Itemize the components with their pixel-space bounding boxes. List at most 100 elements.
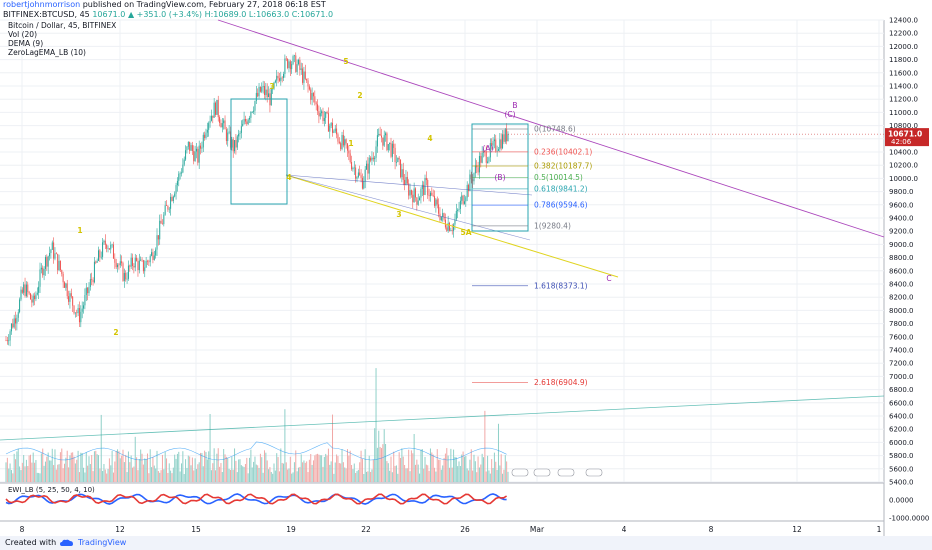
volume-bar [107,468,109,482]
volume-bar [227,457,229,482]
candle-body [502,134,504,149]
volume-bar [28,455,30,482]
legend-indicator-vol[interactable]: Vol (20) [8,30,38,39]
volume-bar [194,458,196,482]
volume-bar [342,462,344,482]
volume-bar [421,449,423,482]
volume-bar [477,456,479,482]
volume-bar [259,453,261,482]
volume-bar [295,450,297,482]
yellow-trendline [285,174,619,278]
volume-bar [337,456,339,482]
candle-body [223,120,225,124]
candle-body [497,149,499,151]
volume-bar [375,368,377,482]
volume-bar [104,469,106,482]
candle-body [77,308,79,314]
y-tick-label: 8200.0 [889,294,914,302]
y-tick-label: 7600.0 [889,333,914,341]
volume-bar [293,462,295,482]
volume-bar [284,409,286,482]
volume-bar [469,459,471,482]
candle-body [423,184,425,195]
candle-body [193,150,195,162]
candle-body [145,260,147,268]
volume-bar [274,470,276,482]
candle-body [239,132,241,134]
candle-body [34,295,36,300]
volume-bar [438,459,440,482]
candle-body [153,255,155,260]
volume-bar [363,473,365,482]
candle-body [312,93,314,97]
candle-body [394,147,396,163]
candle-body [500,139,502,149]
last-price-tag [885,128,929,147]
volume-bar [49,460,51,482]
candle-body [268,93,270,98]
volume-bar [85,452,87,482]
volume-bar [277,457,279,482]
volume-bar [372,459,374,482]
volume-bar [427,465,429,482]
volume-bar [357,469,359,482]
volume-bar [352,469,354,482]
volume-bar [210,470,212,482]
candle-body [348,150,350,154]
tradingview-brand[interactable]: TradingView [78,538,127,547]
volume-bar [159,472,161,482]
volume-bar [323,456,325,482]
volume-bar [189,456,191,482]
legend-indicator-dema[interactable]: DEMA (9) [8,39,44,48]
x-tick-label: 4 [622,525,627,534]
candle-body [119,261,121,266]
candle-body [340,143,342,150]
candle-body [54,253,56,259]
candle-body [413,188,415,203]
indicator-badge [533,468,551,477]
volume-bar [387,463,389,482]
legend-indicator-zerolag[interactable]: ZeroLagEMA_LB (10) [8,48,86,57]
candle-body [315,102,317,105]
volume-bar [38,472,40,482]
fib-level-label: 0.236(10402.1) [534,147,592,156]
candle-body [503,134,505,142]
volume-bar [229,469,231,482]
candle-body [125,272,127,280]
volume-bar [208,451,210,482]
candle-body [126,278,128,280]
candle-body [104,240,106,245]
candle-body [295,55,297,72]
volume-bar [146,453,148,482]
volume-bar [472,470,474,482]
corrective-label: C [606,274,611,283]
candle-body [438,204,440,214]
wave-box-left [230,98,288,205]
volume-bar [25,459,27,482]
candle-body [88,286,90,294]
volume-bar [489,473,491,482]
candle-body [451,230,453,231]
x-tick-label: 1 [877,525,882,534]
candle-body [20,289,22,300]
volume-bar [197,464,199,482]
candle-body [238,133,240,137]
volume-bar [360,450,362,482]
volume-bar [31,462,33,482]
author-link[interactable]: robertjohnmorrison [3,0,81,9]
volume-bar [12,473,14,482]
candle-body [10,323,12,332]
candle-body [439,213,441,221]
wave-label: 2 [357,91,362,100]
volume-bar [394,465,396,482]
volume-bar [111,450,113,482]
volume-bar [506,461,508,482]
candle-body [168,208,170,210]
volume-bar [439,459,441,482]
volume-bar [200,452,202,482]
candle-body [39,269,41,287]
candle-body [228,131,230,133]
candle-body [379,133,381,136]
candle-body [19,299,21,313]
